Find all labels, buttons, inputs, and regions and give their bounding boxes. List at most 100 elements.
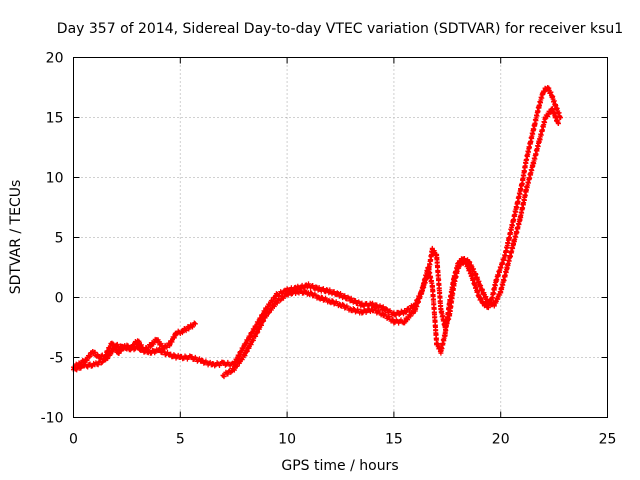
data-point — [498, 289, 504, 294]
data-point — [517, 217, 523, 222]
data-point — [147, 343, 153, 348]
data-point — [491, 302, 497, 308]
data-point — [327, 289, 333, 294]
data-point — [380, 311, 386, 317]
data-point — [173, 331, 179, 336]
data-point — [466, 259, 472, 264]
data-point — [338, 292, 343, 298]
data-point — [188, 355, 194, 360]
data-point — [412, 307, 418, 312]
data-point — [391, 319, 397, 324]
data-point — [555, 121, 561, 126]
data-point — [493, 277, 499, 282]
x-axis-label: GPS time / hours — [281, 458, 398, 474]
data-point — [167, 341, 173, 347]
data-point — [109, 340, 115, 346]
data-point — [273, 292, 279, 298]
data-point — [263, 313, 269, 318]
x-tick-label: 25 — [599, 432, 617, 448]
data-point — [472, 283, 478, 288]
data-point — [103, 357, 109, 363]
x-tick-label: 10 — [278, 432, 296, 448]
data-point — [135, 345, 141, 351]
chart-title: Day 357 of 2014, Sidereal Day-to-day VTE… — [57, 21, 623, 37]
y-tick-label: 20 — [46, 51, 64, 67]
data-point — [83, 357, 89, 363]
data-point — [92, 362, 98, 368]
data-point — [429, 283, 435, 288]
data-point — [220, 373, 226, 378]
data-point — [135, 338, 141, 344]
data-point — [489, 295, 495, 300]
x-tick-label: 0 — [69, 432, 78, 448]
data-point — [359, 302, 365, 308]
data-point — [485, 299, 491, 305]
data-point — [558, 115, 564, 120]
data-point — [96, 355, 102, 360]
data-point — [540, 88, 546, 94]
data-point — [543, 115, 549, 120]
data-point — [177, 355, 183, 360]
data-point — [305, 283, 311, 288]
y-tick-label: -5 — [50, 351, 64, 367]
y-tick-label: -10 — [41, 411, 64, 427]
data-point — [90, 349, 96, 354]
data-point — [545, 85, 551, 90]
data-point — [273, 299, 279, 305]
y-tick-label: 10 — [46, 171, 64, 187]
data-point — [220, 361, 226, 366]
data-point — [446, 301, 452, 306]
data-point — [429, 247, 435, 252]
data-point — [115, 350, 121, 356]
data-point — [156, 347, 162, 353]
data-point — [241, 352, 247, 358]
data-series-markers — [71, 85, 564, 373]
data-point — [154, 337, 160, 342]
data-point — [348, 297, 354, 303]
data-point — [241, 343, 247, 348]
data-point — [528, 139, 534, 144]
data-point — [425, 265, 431, 270]
data-point — [442, 331, 448, 336]
data-point — [316, 286, 322, 292]
data-point — [459, 256, 465, 262]
tick-layer: 0 5 10 15 20 25 -10 -5 0 5 10 15 20 — [41, 51, 617, 448]
data-point — [419, 289, 425, 294]
data-point — [199, 358, 205, 364]
data-point — [338, 302, 343, 308]
data-point — [209, 362, 215, 368]
data-point — [434, 340, 440, 346]
y-tick-label: 0 — [55, 291, 64, 307]
y-tick-label: 15 — [46, 111, 64, 127]
data-point — [402, 319, 408, 324]
data-point — [359, 309, 365, 315]
data-point — [476, 295, 482, 300]
data-point — [348, 307, 354, 312]
y-axis-label: SDTVAR / TECUs — [8, 180, 24, 295]
data-point — [305, 290, 311, 296]
data-point — [192, 321, 198, 327]
x-tick-label: 20 — [492, 432, 510, 448]
data-point — [391, 311, 397, 317]
data-layer — [71, 85, 564, 380]
data-point — [438, 307, 444, 312]
data-point — [113, 343, 119, 348]
data-point — [370, 307, 376, 312]
data-point — [252, 333, 258, 339]
data-point — [553, 105, 559, 111]
data-point — [380, 305, 386, 311]
data-point — [438, 349, 444, 354]
data-point — [523, 187, 529, 192]
data-series-3 — [220, 106, 561, 380]
data-point — [434, 253, 440, 258]
data-point — [179, 328, 185, 334]
data-point — [451, 277, 457, 282]
data-point — [504, 265, 510, 270]
data-point — [145, 350, 151, 356]
data-point — [549, 106, 555, 112]
data-point — [498, 265, 504, 270]
plot-frame — [73, 57, 608, 418]
data-point — [536, 103, 542, 108]
data-point — [511, 217, 517, 222]
data-point — [167, 352, 173, 358]
